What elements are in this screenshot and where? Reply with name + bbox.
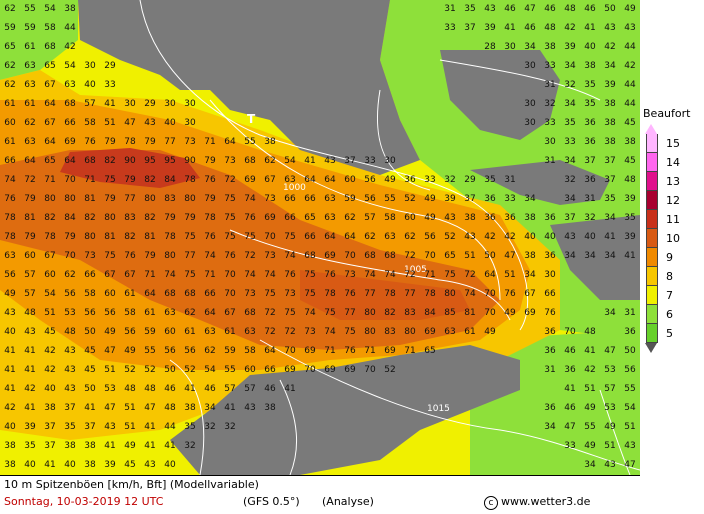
legend-swatch xyxy=(646,286,658,305)
legend-swatch xyxy=(646,134,658,153)
land-scandinavia xyxy=(78,0,420,175)
legend-swatch xyxy=(646,191,658,210)
legend-labels: 15 14 13 12 11 10 9 8 7 6 5 xyxy=(666,134,680,343)
legend-arrow-down-icon xyxy=(645,343,657,353)
model-name: (GFS 0.5°) xyxy=(243,495,300,508)
land-peninsula xyxy=(470,160,610,205)
isobar-label-1005: 1005 xyxy=(404,265,427,275)
legend-swatch xyxy=(646,153,658,172)
map-title: 10 m Spitzenböen [km/h, Bft] (Modellvari… xyxy=(4,478,259,491)
legend-swatch xyxy=(646,248,658,267)
analysis-label: (Analyse) xyxy=(322,495,374,508)
wind-gust-map: T 1000 1005 1015 62 55 54 38 31 35 43 46 47 46 48 4… xyxy=(0,0,640,475)
legend-level-label: 13 xyxy=(666,175,680,188)
legend-level-label: 8 xyxy=(666,270,673,283)
red-core xyxy=(60,148,200,188)
isobars xyxy=(139,0,640,475)
legend-level-label: 6 xyxy=(666,308,673,321)
legend-level-label: 11 xyxy=(666,213,680,226)
legend-title: Beaufort xyxy=(643,107,691,120)
legend-swatch xyxy=(646,267,658,286)
land-south xyxy=(170,345,520,475)
legend-swatch xyxy=(646,210,658,229)
map-date: Sonntag, 10-03-2019 12 UTC xyxy=(4,495,164,508)
legend-level-label: 12 xyxy=(666,194,680,207)
legend-level-label: 5 xyxy=(666,327,673,340)
legend-level-label: 15 xyxy=(666,137,680,150)
legend-level-label: 14 xyxy=(666,156,680,169)
legend-swatch xyxy=(646,305,658,324)
legend-level-label: 7 xyxy=(666,289,673,302)
pressure-center-marker: T xyxy=(247,112,256,126)
darkorange-core-south xyxy=(300,270,470,320)
isobar-label-1000: 1000 xyxy=(283,183,306,193)
legend-level-label: 10 xyxy=(666,232,680,245)
legend-arrow-up-icon xyxy=(645,124,657,134)
map-footer: 10 m Spitzenböen [km/h, Bft] (Modellvari… xyxy=(0,475,640,514)
copyright-site: www.wetter3.de xyxy=(501,495,591,508)
land-east-lower xyxy=(550,215,640,300)
legend-color-scale xyxy=(645,124,658,353)
green-zone-nw xyxy=(0,0,78,80)
legend-swatch xyxy=(646,229,658,248)
isobar-label-1015: 1015 xyxy=(427,404,450,414)
legend-swatch xyxy=(646,324,658,343)
map-graphic xyxy=(0,0,640,475)
copyright: c www.wetter3.de xyxy=(484,495,590,510)
copyright-icon: c xyxy=(484,496,498,510)
land-east-block xyxy=(440,50,560,140)
legend-level-label: 9 xyxy=(666,251,673,264)
legend-swatch xyxy=(646,172,658,191)
